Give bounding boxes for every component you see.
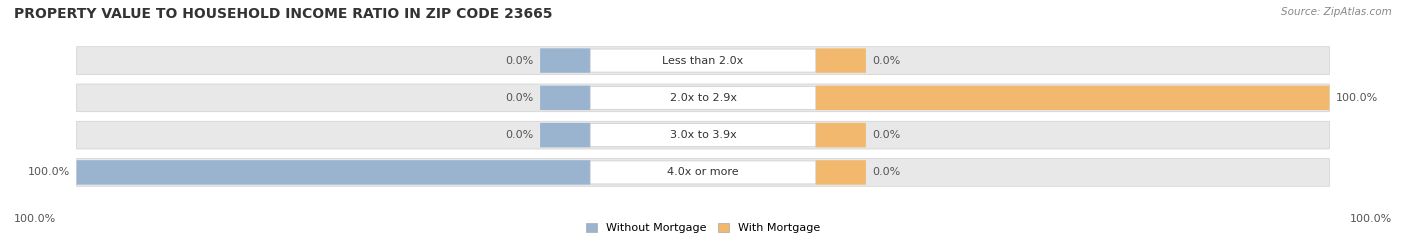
Text: Less than 2.0x: Less than 2.0x — [662, 56, 744, 65]
FancyBboxPatch shape — [76, 47, 1330, 75]
Text: 0.0%: 0.0% — [506, 93, 534, 103]
FancyBboxPatch shape — [815, 160, 866, 185]
FancyBboxPatch shape — [815, 86, 1329, 110]
Text: 100.0%: 100.0% — [28, 168, 70, 177]
FancyBboxPatch shape — [591, 124, 815, 147]
FancyBboxPatch shape — [815, 123, 866, 147]
Text: 0.0%: 0.0% — [872, 130, 900, 140]
Text: Source: ZipAtlas.com: Source: ZipAtlas.com — [1281, 7, 1392, 17]
FancyBboxPatch shape — [76, 158, 1330, 186]
FancyBboxPatch shape — [591, 161, 815, 184]
Text: 0.0%: 0.0% — [506, 130, 534, 140]
Text: 0.0%: 0.0% — [872, 168, 900, 177]
Text: 2.0x to 2.9x: 2.0x to 2.9x — [669, 93, 737, 103]
Legend: Without Mortgage, With Mortgage: Without Mortgage, With Mortgage — [582, 218, 824, 233]
FancyBboxPatch shape — [815, 48, 866, 73]
FancyBboxPatch shape — [76, 121, 1330, 149]
Text: 3.0x to 3.9x: 3.0x to 3.9x — [669, 130, 737, 140]
Text: 100.0%: 100.0% — [14, 214, 56, 224]
Text: 0.0%: 0.0% — [506, 56, 534, 65]
FancyBboxPatch shape — [77, 160, 591, 185]
FancyBboxPatch shape — [540, 48, 591, 73]
FancyBboxPatch shape — [76, 84, 1330, 112]
Text: 100.0%: 100.0% — [1336, 93, 1378, 103]
Text: 0.0%: 0.0% — [872, 56, 900, 65]
FancyBboxPatch shape — [591, 86, 815, 109]
FancyBboxPatch shape — [540, 123, 591, 147]
Text: 4.0x or more: 4.0x or more — [668, 168, 738, 177]
FancyBboxPatch shape — [591, 49, 815, 72]
Text: 100.0%: 100.0% — [1350, 214, 1392, 224]
FancyBboxPatch shape — [540, 86, 591, 110]
Text: PROPERTY VALUE TO HOUSEHOLD INCOME RATIO IN ZIP CODE 23665: PROPERTY VALUE TO HOUSEHOLD INCOME RATIO… — [14, 7, 553, 21]
